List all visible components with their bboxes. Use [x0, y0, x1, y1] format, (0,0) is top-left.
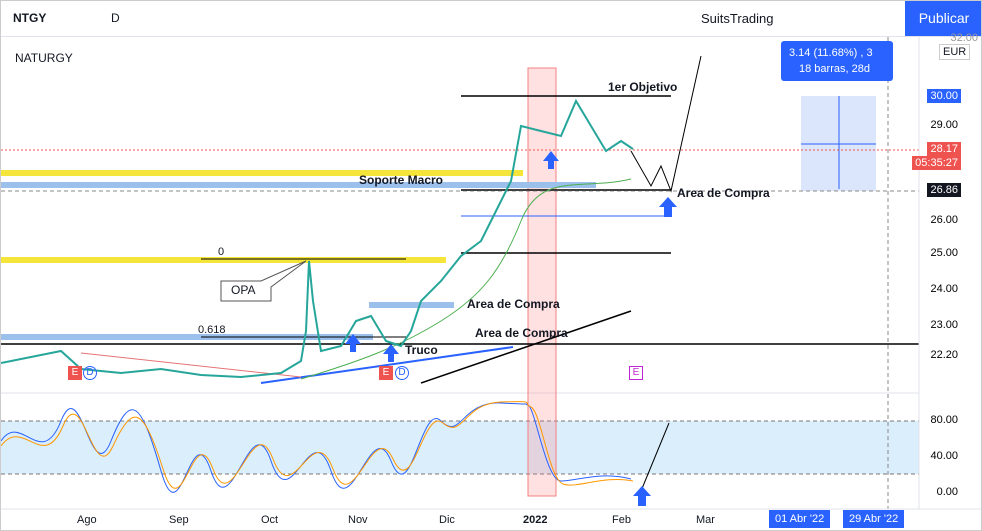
up-arrow: [345, 334, 361, 352]
measure-change: 3.14 (11.68%) , 3: [789, 47, 873, 59]
time-label: Dic: [439, 514, 455, 526]
price-label: 23.00: [930, 319, 958, 331]
range-label: 01 Abr '22: [769, 510, 831, 528]
dividend-marker[interactable]: D: [83, 366, 97, 380]
oscillator-band: [1, 421, 919, 474]
projection-arrow: [630, 55, 702, 193]
price-label: 25.00: [930, 247, 958, 259]
price-path: [1, 98, 634, 379]
up-arrow: [543, 151, 559, 169]
fib-label: 0.618: [198, 324, 226, 336]
annotation: Area de Compra: [467, 297, 560, 311]
dividend-marker[interactable]: D: [395, 366, 409, 380]
price-label: 29.00: [930, 119, 958, 131]
time-label: Oct: [261, 514, 279, 526]
price-label: 30.00: [927, 89, 961, 103]
interval[interactable]: D: [111, 11, 120, 25]
measure-bars: 18 barras, 28d: [799, 63, 870, 75]
trend-line: [80, 352, 302, 378]
osc-label: 0.00: [936, 486, 958, 498]
annotation: 1er Objetivo: [608, 80, 678, 94]
time-label: Nov: [348, 514, 368, 526]
osc-label: 80.00: [930, 414, 958, 426]
event-marker[interactable]: E: [379, 366, 393, 380]
fib-label: 0: [218, 246, 225, 258]
crosshair-price: 26.86: [927, 183, 961, 197]
chart-title: NATURGY: [15, 51, 73, 65]
up-arrow: [659, 197, 677, 217]
price-axis: [919, 37, 981, 509]
callout-text: OPA: [231, 283, 256, 297]
oscillator-k: [1, 402, 632, 493]
time-label: Ago: [77, 514, 97, 526]
measure-box: 3.14 (11.68%) , 3 18 barras, 28d: [781, 41, 893, 81]
event-marker[interactable]: E: [629, 366, 643, 380]
time-label: 2022: [523, 514, 548, 526]
up-arrow: [383, 344, 399, 362]
toolbar: NTGY D SuitsTrading Publicar: [1, 1, 981, 37]
price-label: 26.00: [930, 214, 958, 226]
annotation: Truco: [405, 343, 438, 357]
time-label: Feb: [612, 514, 631, 526]
event-marker[interactable]: E: [68, 366, 82, 380]
time-label: Sep: [169, 514, 189, 526]
price-label: 32.00: [950, 32, 978, 44]
countdown: 05:35:27: [912, 156, 961, 170]
moving-average: [300, 178, 632, 380]
oscillator-d: [1, 401, 634, 489]
trend-line: [420, 310, 632, 384]
price-label: 24.00: [930, 283, 958, 295]
annotation: Area de Compra: [475, 326, 568, 340]
annotation: Area de Compra: [677, 186, 770, 200]
currency[interactable]: EUR: [939, 44, 971, 60]
trend-line: [260, 346, 514, 384]
highlight-zone: [527, 67, 557, 497]
range-label: 29 Abr '22: [843, 510, 905, 528]
annotation: Soporte Macro: [359, 173, 444, 187]
account[interactable]: SuitsTrading: [701, 11, 774, 26]
symbol[interactable]: NTGY: [13, 11, 47, 25]
osc-label: 40.00: [930, 450, 958, 462]
price-label: 22.20: [930, 349, 958, 361]
up-arrow: [633, 486, 651, 506]
last-price: 28.17: [927, 142, 961, 156]
time-label: Mar: [696, 514, 715, 526]
projection-arrow: [640, 422, 670, 492]
publish-button[interactable]: Publicar: [905, 1, 981, 36]
callout: [220, 260, 307, 302]
buy-arrows: [345, 151, 677, 506]
